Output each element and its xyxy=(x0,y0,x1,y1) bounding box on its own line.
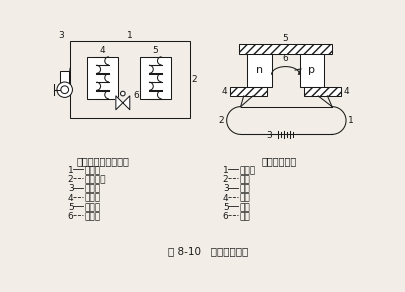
Text: 节流阀: 节流阀 xyxy=(85,212,101,221)
Text: 2: 2 xyxy=(218,116,224,125)
Text: n: n xyxy=(255,65,262,75)
Text: 2: 2 xyxy=(222,175,228,184)
Text: 1: 1 xyxy=(68,166,73,175)
Text: 电子流: 电子流 xyxy=(239,166,255,175)
Text: 冷凝器: 冷凝器 xyxy=(85,194,101,203)
Text: 2: 2 xyxy=(191,75,197,84)
Circle shape xyxy=(61,86,68,93)
Text: 6: 6 xyxy=(132,91,139,100)
Text: 6: 6 xyxy=(282,55,288,63)
Bar xyxy=(60,71,69,84)
Text: 电路: 电路 xyxy=(239,175,250,184)
Text: 4: 4 xyxy=(343,87,348,96)
Text: 3: 3 xyxy=(68,185,73,193)
Bar xyxy=(70,41,190,118)
Bar xyxy=(229,87,266,96)
Text: 机械压缩式制冷系统: 机械压缩式制冷系统 xyxy=(77,156,130,166)
Text: 6: 6 xyxy=(222,212,228,221)
Text: 6: 6 xyxy=(68,212,73,221)
Polygon shape xyxy=(115,96,123,110)
Text: 热电制冷系统: 热电制冷系统 xyxy=(261,156,296,166)
Text: 压缩机: 压缩机 xyxy=(85,185,101,193)
Text: 4: 4 xyxy=(100,46,105,55)
Text: 密闭管路: 密闭管路 xyxy=(85,175,106,184)
Circle shape xyxy=(120,91,125,96)
Text: 5: 5 xyxy=(68,203,73,212)
Text: 3: 3 xyxy=(266,131,272,140)
Bar xyxy=(246,54,271,87)
Text: 冷剂流: 冷剂流 xyxy=(85,166,101,175)
Text: 冷端: 冷端 xyxy=(239,203,250,212)
Text: 能级: 能级 xyxy=(239,212,250,221)
Circle shape xyxy=(57,82,72,98)
Bar xyxy=(239,44,331,54)
Text: 1: 1 xyxy=(347,116,353,125)
Text: 蒸发器: 蒸发器 xyxy=(85,203,101,212)
Bar xyxy=(87,57,118,99)
Text: 1: 1 xyxy=(222,166,228,175)
Text: 3: 3 xyxy=(222,185,228,193)
Text: 4: 4 xyxy=(222,194,228,203)
Text: 2: 2 xyxy=(68,175,73,184)
Text: 热端: 热端 xyxy=(239,194,250,203)
Text: 5: 5 xyxy=(152,46,158,55)
Text: 电源: 电源 xyxy=(239,185,250,193)
Bar xyxy=(140,57,171,99)
Polygon shape xyxy=(123,96,130,110)
Text: 图 8-10   系统间的类似: 图 8-10 系统间的类似 xyxy=(168,246,247,256)
Text: 5: 5 xyxy=(222,203,228,212)
Bar xyxy=(299,54,324,87)
Text: 4: 4 xyxy=(68,194,73,203)
Text: 4: 4 xyxy=(221,87,227,96)
Bar xyxy=(303,87,341,96)
Text: 1: 1 xyxy=(127,31,133,40)
Text: 3: 3 xyxy=(59,31,64,40)
Text: 5: 5 xyxy=(282,34,288,43)
Text: p: p xyxy=(308,65,315,75)
